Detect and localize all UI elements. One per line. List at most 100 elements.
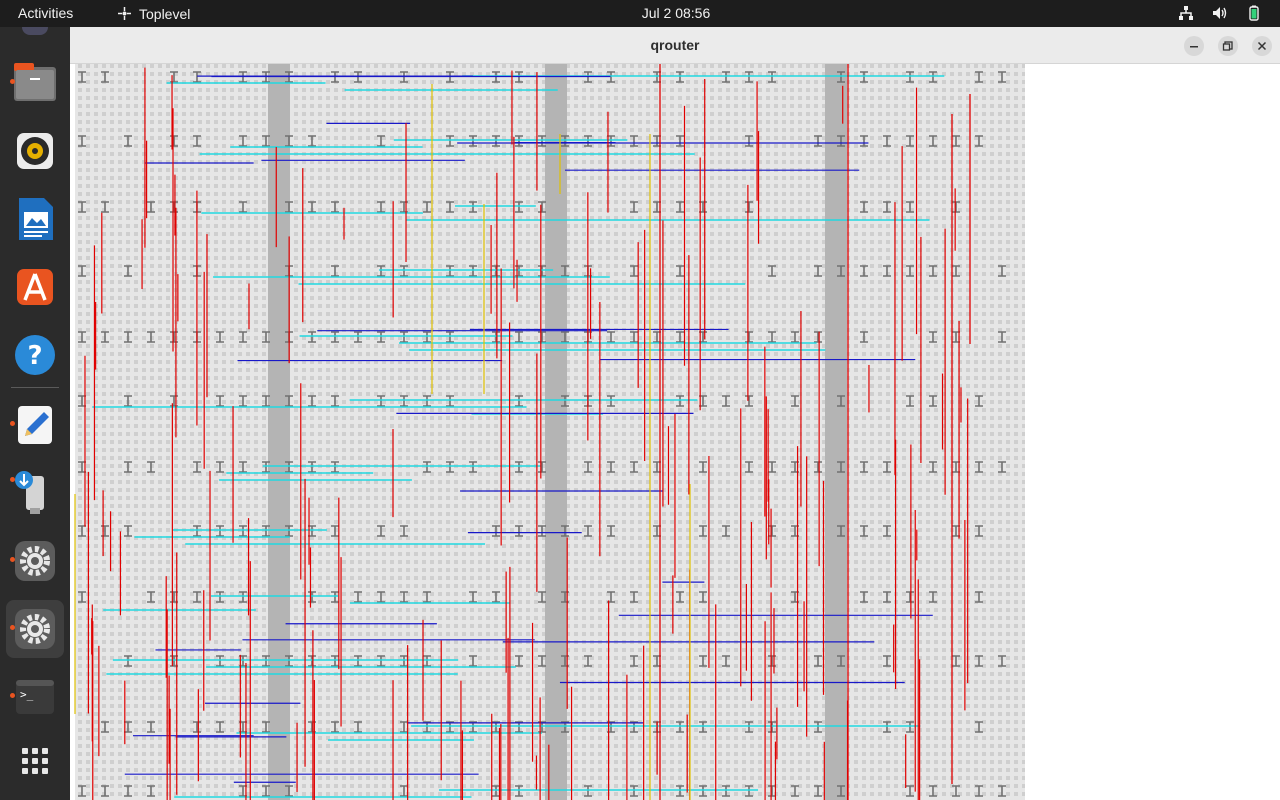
activities-button[interactable]: Activities	[18, 5, 74, 21]
layout-canvas[interactable]	[70, 64, 1036, 800]
maximize-button[interactable]	[1218, 36, 1238, 56]
cell-glyph	[377, 265, 385, 277]
cell-glyph	[400, 591, 408, 603]
cell-glyph	[354, 331, 362, 343]
cell-glyph	[561, 721, 569, 733]
cell-glyph	[216, 525, 224, 537]
cell-glyph	[676, 265, 684, 277]
cell-glyph	[354, 655, 362, 667]
dock-files[interactable]	[6, 54, 64, 112]
cell-glyph	[998, 655, 1006, 667]
cell-glyph	[331, 721, 339, 733]
cell-glyph	[492, 265, 500, 277]
cell-glyph	[515, 525, 523, 537]
cell-glyph	[331, 201, 339, 213]
dock-libreoffice-impress[interactable]	[6, 190, 64, 248]
cell-glyph	[630, 461, 638, 473]
cell-glyph	[584, 525, 592, 537]
cell-glyph	[78, 71, 86, 83]
cell-glyph	[998, 785, 1006, 797]
cell-glyph	[239, 135, 247, 147]
cell-glyph	[538, 265, 546, 277]
volume-icon[interactable]	[1212, 5, 1228, 21]
cell-glyph	[860, 71, 868, 83]
cell-glyph	[722, 785, 730, 797]
cell-glyph	[814, 785, 822, 797]
cell-glyph	[561, 265, 569, 277]
cell-glyph	[837, 461, 845, 473]
cell-glyph	[469, 135, 477, 147]
cell-glyph	[860, 201, 868, 213]
cell-glyph	[147, 461, 155, 473]
network-icon[interactable]	[1178, 5, 1194, 21]
cell-glyph	[699, 655, 707, 667]
battery-icon[interactable]	[1246, 5, 1262, 21]
cell-glyph	[998, 331, 1006, 343]
cell-glyph	[446, 265, 454, 277]
routing-layout[interactable]	[70, 64, 1036, 800]
app-menu[interactable]: Toplevel	[117, 4, 190, 23]
dock-text-editor[interactable]	[6, 396, 64, 454]
cell-glyph	[630, 721, 638, 733]
dock-settings-2[interactable]	[6, 600, 64, 658]
settings-icon	[15, 609, 55, 649]
cell-glyph	[492, 331, 500, 343]
cell-glyph	[722, 395, 730, 407]
cell-glyph	[837, 655, 845, 667]
cell-glyph	[423, 591, 431, 603]
files-icon	[14, 63, 56, 101]
minimize-button[interactable]	[1184, 36, 1204, 56]
cell-glyph	[193, 461, 201, 473]
dock-help[interactable]: ?	[6, 326, 64, 384]
cell-glyph	[285, 655, 293, 667]
cell-glyph	[124, 265, 132, 277]
window-titlebar[interactable]: qrouter	[70, 27, 1280, 64]
cell-glyph	[998, 71, 1006, 83]
cell-glyph	[147, 785, 155, 797]
cell-glyph	[745, 71, 753, 83]
dock-app-center[interactable]	[6, 258, 64, 316]
system-tray[interactable]	[1178, 5, 1262, 21]
cell-glyph	[285, 461, 293, 473]
cell-glyph	[975, 71, 983, 83]
cell-glyph	[883, 655, 891, 667]
cell-glyph	[975, 461, 983, 473]
cell-glyph	[308, 201, 316, 213]
cell-glyph	[377, 135, 385, 147]
cell-glyph	[630, 265, 638, 277]
cell-glyph	[78, 201, 86, 213]
clock[interactable]: Jul 2 08:56	[641, 5, 711, 21]
cell-glyph	[906, 135, 914, 147]
cell-glyph	[837, 525, 845, 537]
cell-glyph	[538, 201, 546, 213]
cell-glyph	[929, 265, 937, 277]
cell-glyph	[124, 785, 132, 797]
cell-glyph	[814, 135, 822, 147]
dock-rhythmbox[interactable]	[6, 122, 64, 180]
cell-glyph	[216, 591, 224, 603]
close-button[interactable]	[1252, 36, 1272, 56]
cell-glyph	[331, 395, 339, 407]
dock-show-apps[interactable]	[6, 732, 64, 790]
cell-glyph	[814, 721, 822, 733]
cell-glyph	[745, 135, 753, 147]
cell-glyph	[860, 461, 868, 473]
cell-glyph	[768, 71, 776, 83]
cell-glyph	[929, 331, 937, 343]
cell-glyph	[745, 461, 753, 473]
cell-glyph	[78, 785, 86, 797]
cell-glyph	[423, 655, 431, 667]
cell-glyph	[584, 461, 592, 473]
cell-glyph	[768, 721, 776, 733]
svg-text:?: ?	[27, 341, 42, 371]
cell-glyph	[331, 525, 339, 537]
cell-glyph	[676, 201, 684, 213]
dock-terminal[interactable]: >_	[6, 668, 64, 726]
running-indicator	[10, 625, 15, 630]
cell-column	[268, 64, 290, 800]
cell-glyph	[469, 721, 477, 733]
app-center-icon	[17, 269, 53, 305]
dock-settings-1[interactable]	[6, 532, 64, 590]
cell-glyph	[492, 135, 500, 147]
dock-usb-installer[interactable]	[6, 464, 64, 522]
